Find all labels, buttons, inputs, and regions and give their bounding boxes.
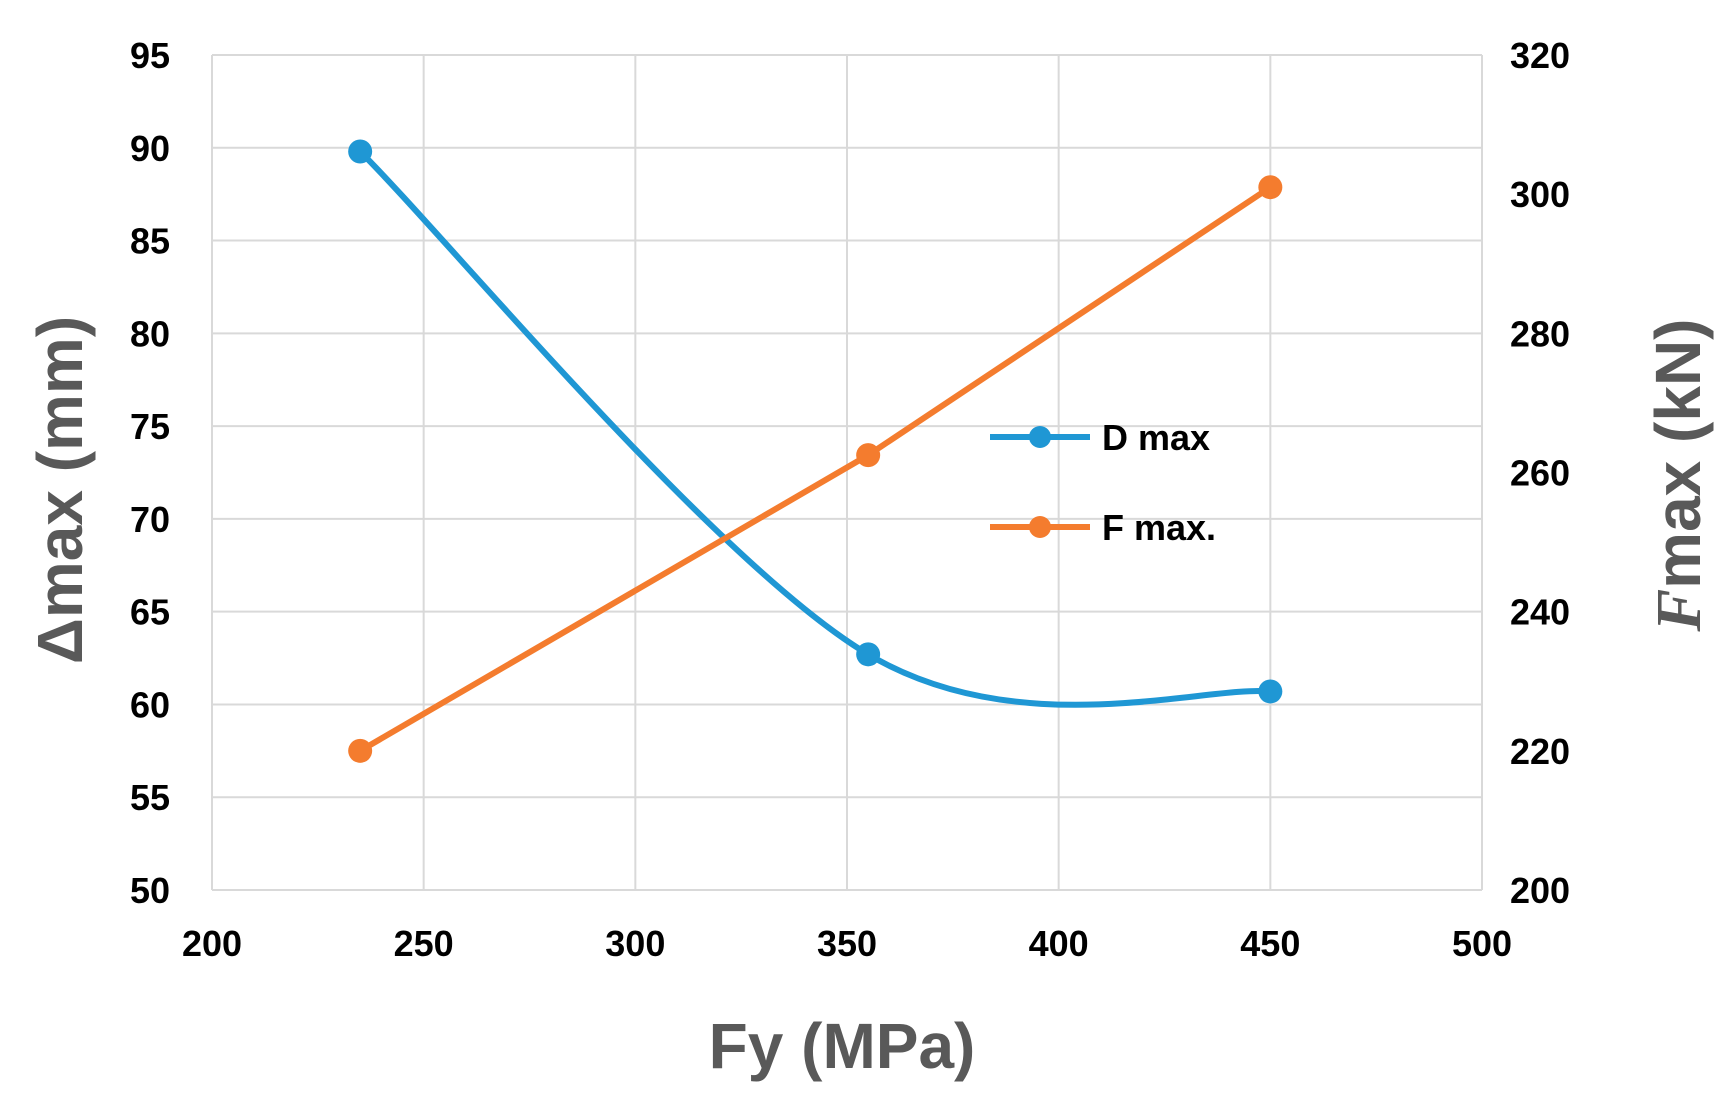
right-y-tick-label: 280 — [1510, 313, 1570, 354]
right-y-tick-label: 320 — [1510, 35, 1570, 76]
left-y-tick-label: 55 — [130, 777, 170, 818]
data-point — [856, 642, 881, 667]
x-tick-label: 200 — [182, 923, 242, 964]
legend-item-f-max: F max. — [990, 507, 1216, 548]
right-y-tick-label: 300 — [1510, 174, 1570, 215]
right-y-axis-title: Fmax (kN) — [1642, 319, 1714, 633]
legend-label-d-max: D max — [1102, 417, 1210, 458]
x-tick-label: 250 — [394, 923, 454, 964]
right-y-tick-label: 260 — [1510, 453, 1570, 494]
data-point — [348, 738, 373, 763]
right-y-axis-title-rest: max (kN) — [1642, 319, 1714, 589]
left-y-tick-label: 50 — [130, 870, 170, 911]
left-y-tick-label: 65 — [130, 592, 170, 633]
left-y-axis-title: Δmax (mm) — [24, 316, 96, 664]
series-line — [357, 148, 1274, 708]
legend-label-f-max: F max. — [1102, 507, 1216, 548]
left-y-tick-label: 75 — [130, 406, 170, 447]
right-y-tick-label: 240 — [1510, 592, 1570, 633]
right-y-tick-label: 200 — [1510, 870, 1570, 911]
series-d-max — [348, 139, 1283, 708]
series-f-max — [348, 175, 1283, 763]
tick-labels: 50 55 60 65 70 75 80 85 90 95 200 250 300 350 400 450 50… — [130, 35, 1570, 964]
left-y-tick-label: 70 — [130, 499, 170, 540]
x-tick-label: 500 — [1452, 923, 1512, 964]
legend-marker-d-max — [1029, 426, 1051, 448]
left-y-tick-label: 95 — [130, 35, 170, 76]
right-y-tick-label: 220 — [1510, 731, 1570, 772]
data-point — [348, 139, 373, 164]
x-tick-label: 350 — [817, 923, 877, 964]
legend: D max F max. — [990, 417, 1216, 548]
series-line — [357, 184, 1274, 754]
data-point — [856, 443, 881, 468]
left-y-tick-label: 85 — [130, 221, 170, 262]
x-axis-title: Fy (MPa) — [709, 1010, 976, 1082]
x-tick-label: 400 — [1029, 923, 1089, 964]
right-y-axis-title-symbol: F — [1643, 589, 1714, 633]
legend-marker-f-max — [1029, 516, 1051, 538]
left-y-tick-label: 90 — [130, 128, 170, 169]
grid-lines — [211, 54, 1483, 891]
left-y-tick-label: 80 — [130, 313, 170, 354]
data-point — [1258, 679, 1283, 704]
x-tick-label: 300 — [605, 923, 665, 964]
left-y-tick-label: 60 — [130, 684, 170, 725]
legend-item-d-max: D max — [990, 417, 1210, 458]
data-point — [1258, 175, 1283, 200]
x-tick-label: 450 — [1240, 923, 1300, 964]
data-series — [348, 139, 1283, 763]
